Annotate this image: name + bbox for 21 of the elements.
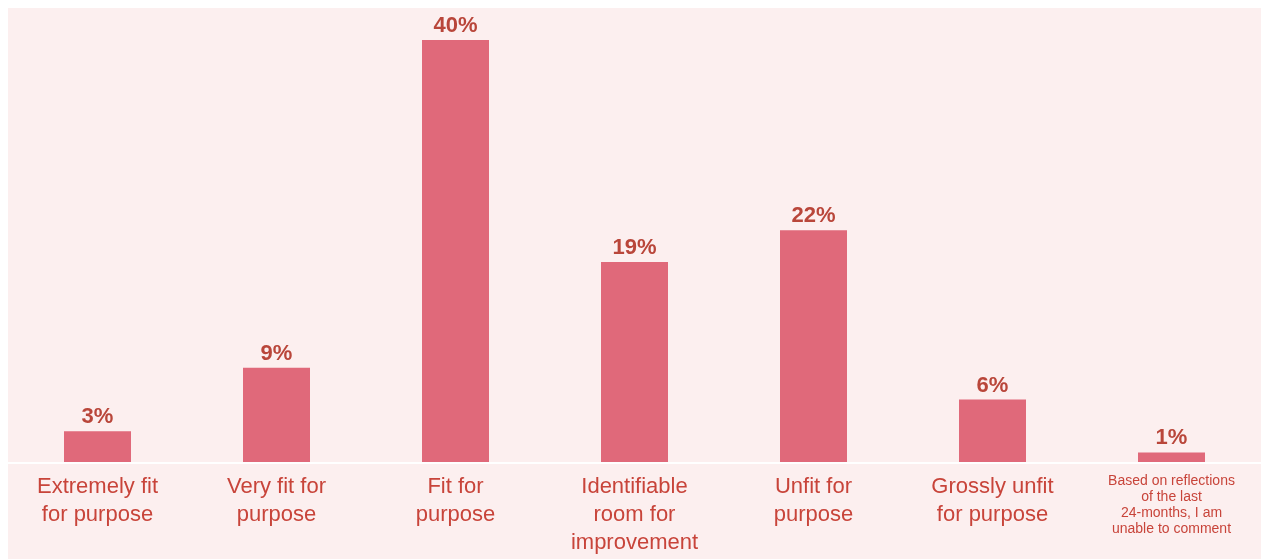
bar: [601, 262, 668, 463]
x-tick-label: Based on reflections of the last 24-months, I am unable to comment: [1108, 472, 1235, 536]
bar: [780, 230, 847, 463]
x-tick-label: Extremely fit for purpose: [36, 473, 159, 526]
x-tick-label: Identifiable room for improvement: [570, 473, 699, 554]
x-tick-label: Unfit for purpose: [773, 473, 854, 526]
bar: [1138, 452, 1205, 463]
bar: [64, 431, 131, 463]
data-label: 40%: [433, 12, 478, 37]
x-tick-label: Fit for purpose: [415, 473, 496, 526]
data-label: 6%: [976, 371, 1009, 397]
x-tick-label: Grossly unfit for purpose: [931, 473, 1054, 526]
data-label: 22%: [791, 202, 836, 228]
data-label: 1%: [1155, 424, 1188, 450]
data-label: 9%: [260, 339, 293, 365]
bar: [959, 399, 1026, 463]
data-label: 3%: [81, 403, 114, 429]
x-tick-label: Very fit for purpose: [226, 473, 327, 526]
bar: [422, 40, 489, 463]
bar: [243, 367, 310, 463]
data-label: 19%: [612, 234, 657, 260]
